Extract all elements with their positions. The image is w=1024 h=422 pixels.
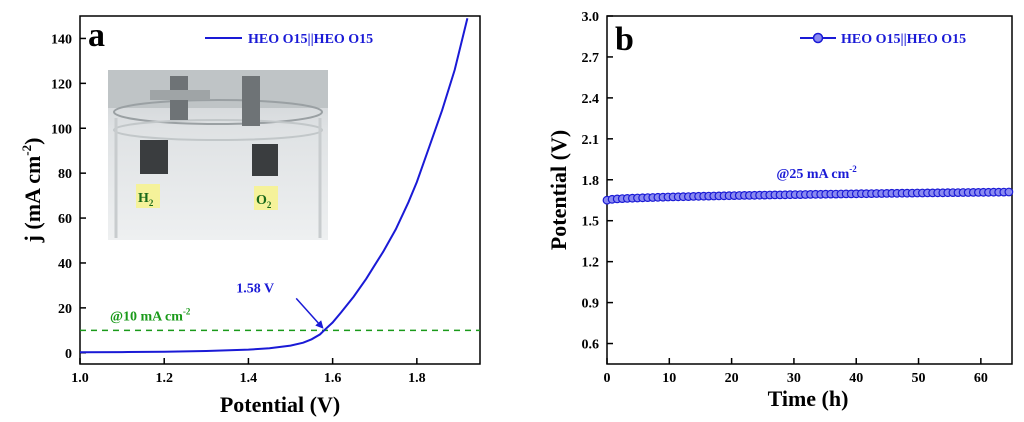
- panel-b-y-tick-label-2: 1.2: [582, 256, 600, 271]
- panel-b-legend: HEO O15||HEO O15: [800, 32, 966, 47]
- panel-a-y-tick-label-1: 20: [58, 302, 72, 317]
- panel-a: H2 O2 1.0 1.2 1.4 1.6 1.8020406080100120140 …: [19, 15, 481, 417]
- o2-label-box: [254, 186, 278, 210]
- annotation-arrow: [295, 297, 324, 329]
- panel-b-ticks: 0 10 20 30 40 50 60 0.6 0.9 1.2 1.5 1.8 2.1 2.4 2.7 3.0: [582, 10, 988, 386]
- panel-b-y-tick-label-3: 1.5: [582, 215, 600, 230]
- panel-b-series: [602, 187, 1014, 205]
- panel-a-letter: a: [88, 17, 105, 54]
- annotation-1-58v: 1.58 V: [236, 281, 274, 296]
- inset-photo: H2 O2: [108, 70, 328, 240]
- panel-a-ticks: 1.0 1.2 1.4 1.6 1.8 0 20 40 60 80 100 120 140: [51, 32, 426, 386]
- o2-label: O2: [256, 193, 272, 210]
- panel-b-y-axis-title: Potential (V): [546, 130, 571, 250]
- panel-a-x-tick-label-1: 1.2: [155, 371, 173, 386]
- panel-a-x-tick-label-0: 1.0: [71, 371, 89, 386]
- panel-b-y-tick-label-0: 0.6: [582, 338, 600, 353]
- panel-b-y-tick-label-5: 2.1: [582, 133, 600, 148]
- panel-a-x-axis-title: Potential (V): [220, 392, 340, 417]
- h2-label: H2: [138, 191, 154, 208]
- series-points-heo-o15: [602, 187, 1014, 205]
- panel-b-x-tick-label-5: 50: [912, 371, 926, 386]
- panel-b-y-tick-label-6: 2.4: [582, 92, 600, 107]
- panel-b-x-tick-label-0: 0: [604, 371, 611, 386]
- panel-b-x-tick-label-3: 30: [787, 371, 801, 386]
- panel-a-x-tick-label-4: 1.8: [408, 371, 426, 386]
- legend-a-label: HEO O15||HEO O15: [248, 32, 373, 47]
- panel-a-y-tick-label-0: 0: [65, 347, 72, 362]
- reference-line-label: @10 mA cm-2: [110, 306, 191, 324]
- annotation-25ma: @25 mA cm-2: [776, 164, 857, 182]
- panel-b-letter: b: [615, 21, 634, 58]
- panel-a-y-tick-label-6: 120: [51, 77, 72, 92]
- panel-b-x-tick-label-2: 20: [725, 371, 739, 386]
- panel-a-legend: HEO O15||HEO O15: [205, 32, 373, 47]
- panel-b-y-tick-label-7: 2.7: [582, 51, 600, 66]
- panel-a-y-tick-label-3: 60: [58, 212, 72, 227]
- panel-a-y-tick-label-2: 40: [58, 257, 72, 272]
- series-point-79: [1004, 187, 1014, 197]
- panel-b-x-tick-label-1: 10: [662, 371, 676, 386]
- panel-a-y-tick-label-5: 100: [51, 122, 72, 137]
- panel-a-y-tick-label-7: 140: [51, 32, 72, 47]
- legend-b-marker: [812, 32, 824, 44]
- series-line-heo-o15: [79, 17, 469, 354]
- legend-b-label: HEO O15||HEO O15: [841, 32, 966, 47]
- panel-a-y-tick-label-4: 80: [58, 167, 72, 182]
- h2-label-box: [136, 184, 160, 208]
- panel-a-x-tick-label-2: 1.4: [240, 371, 258, 386]
- panel-b-y-tick-label-1: 0.9: [582, 297, 600, 312]
- panel-b: 0 10 20 30 40 50 60 0.6 0.9 1.2 1.5 1.8 2.1 2.4 2.7 3.0…: [546, 10, 1014, 411]
- panel-b-x-tick-label-6: 60: [974, 371, 988, 386]
- panel-b-x-axis-title: Time (h): [768, 386, 849, 411]
- panel-a-x-tick-label-3: 1.6: [324, 371, 342, 386]
- panel-b-y-tick-label-8: 3.0: [582, 10, 600, 25]
- panel-b-x-tick-label-4: 40: [849, 371, 863, 386]
- panel-a-y-axis-title: j (mA cm-2): [19, 138, 45, 244]
- panel-b-y-tick-label-4: 1.8: [582, 174, 600, 189]
